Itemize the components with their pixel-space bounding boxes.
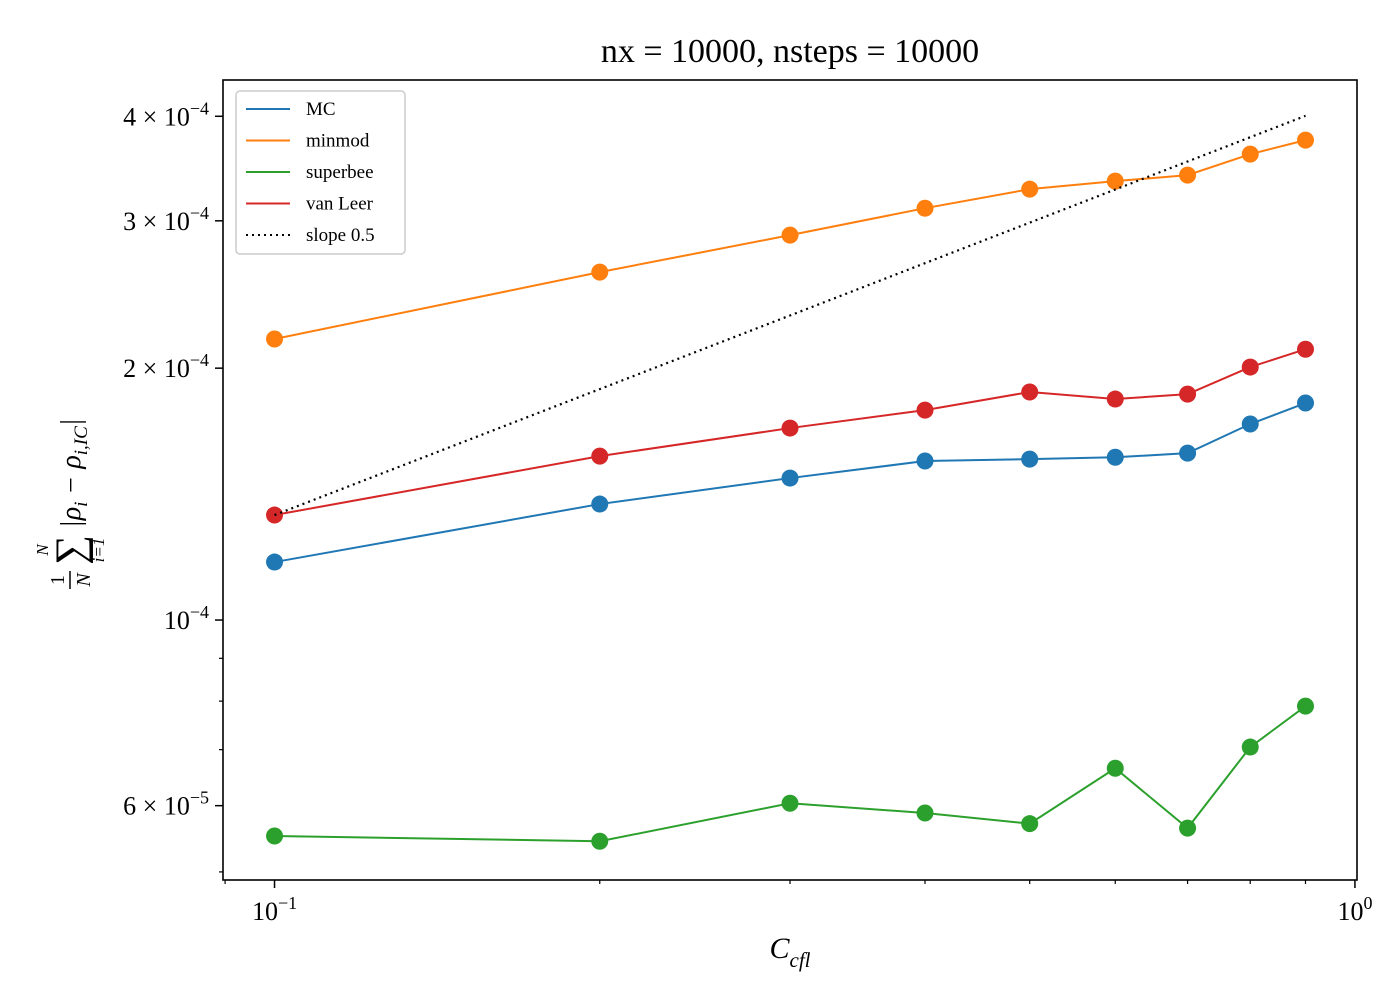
tick-label-exponent: 0 bbox=[1363, 893, 1372, 913]
data-point bbox=[1297, 131, 1315, 149]
tick-label: 6 × 10−5 bbox=[123, 788, 209, 821]
data-point bbox=[1179, 166, 1197, 184]
legend-box bbox=[235, 90, 406, 255]
data-point bbox=[916, 401, 934, 419]
y-label-frac-num: 1 bbox=[47, 575, 69, 585]
tick-label: 10−4 bbox=[164, 602, 209, 635]
data-point bbox=[1106, 759, 1124, 777]
tick-label-base: 10 bbox=[164, 606, 190, 635]
y-label-sum: ∑ bbox=[48, 535, 94, 565]
tick-label-base: 4 × 10 bbox=[123, 102, 190, 131]
data-point bbox=[1297, 394, 1315, 412]
data-point bbox=[1179, 819, 1197, 837]
y-label-sum-lower: i=1 bbox=[89, 538, 108, 563]
tick-label-base: 3 × 10 bbox=[123, 207, 190, 236]
y-label-frac-den: N bbox=[73, 572, 95, 588]
data-point bbox=[1179, 444, 1197, 462]
data-point bbox=[1179, 385, 1197, 403]
tick-label: 3 × 10−4 bbox=[123, 203, 209, 236]
tick-label-exponent: −4 bbox=[190, 350, 209, 370]
tick-label-base: 10 bbox=[252, 897, 278, 926]
data-point bbox=[591, 263, 609, 281]
legend-label: slope 0.5 bbox=[306, 225, 375, 246]
tick-label-base: 6 × 10 bbox=[123, 792, 190, 821]
data-point bbox=[1297, 697, 1315, 715]
data-point bbox=[781, 419, 799, 437]
data-point bbox=[1021, 383, 1039, 401]
data-point bbox=[1241, 415, 1259, 433]
data-point bbox=[591, 495, 609, 513]
data-point bbox=[266, 827, 284, 845]
data-point bbox=[781, 226, 799, 244]
x-axis-label: Ccfl bbox=[769, 932, 810, 972]
chart-title: nx = 10000, nsteps = 10000 bbox=[601, 33, 979, 70]
data-point bbox=[916, 804, 934, 822]
data-point bbox=[591, 447, 609, 465]
tick-label-base: 2 × 10 bbox=[123, 354, 190, 383]
y-label-sub1: i bbox=[71, 502, 92, 507]
y-label-close: | bbox=[56, 419, 87, 427]
data-point bbox=[916, 452, 934, 470]
tick-label: 2 × 10−4 bbox=[123, 350, 209, 383]
data-point bbox=[1106, 448, 1124, 466]
x-label-main: C bbox=[769, 932, 790, 965]
plot-frame bbox=[222, 79, 1358, 881]
data-point bbox=[266, 330, 284, 348]
tick-label-base: 10 bbox=[1337, 897, 1363, 926]
tick-label-exponent: −1 bbox=[278, 893, 297, 913]
data-point bbox=[1297, 340, 1315, 358]
data-point bbox=[1021, 450, 1039, 468]
y-label-mid: − ρ bbox=[56, 455, 87, 501]
data-point bbox=[781, 794, 799, 812]
legend-label: MC bbox=[306, 99, 336, 120]
tick-label-exponent: −5 bbox=[190, 788, 209, 808]
data-point bbox=[1021, 815, 1039, 833]
tick-label-exponent: −4 bbox=[190, 98, 209, 118]
x-label-sub: cfl bbox=[790, 948, 811, 972]
legend-label: minmod bbox=[306, 131, 370, 152]
y-label-sub2: i,IC bbox=[71, 426, 92, 455]
data-point bbox=[1241, 358, 1259, 376]
data-point bbox=[1106, 390, 1124, 408]
legend-label: van Leer bbox=[306, 194, 374, 215]
tick-label: 4 × 10−4 bbox=[123, 98, 209, 131]
y-label-body: |ρi − ρi,IC| bbox=[56, 419, 92, 529]
data-point bbox=[1106, 172, 1124, 190]
y-axis-label: 1 N ∑ N i=1 |ρi − ρi,IC| bbox=[33, 419, 108, 589]
y-label-open: |ρ bbox=[56, 507, 87, 528]
data-point bbox=[1241, 738, 1259, 756]
data-point bbox=[1021, 180, 1039, 198]
tick-label: 10−1 bbox=[252, 893, 297, 926]
data-point bbox=[781, 469, 799, 487]
tick-label: 100 bbox=[1337, 893, 1372, 926]
y-label-sum-upper: N bbox=[33, 543, 52, 557]
data-point bbox=[916, 199, 934, 217]
data-point bbox=[1241, 145, 1259, 163]
tick-label-exponent: −4 bbox=[190, 602, 209, 622]
legend-label: superbee bbox=[306, 162, 374, 183]
data-point bbox=[591, 832, 609, 850]
tick-label-exponent: −4 bbox=[190, 203, 209, 223]
data-point bbox=[266, 553, 284, 571]
